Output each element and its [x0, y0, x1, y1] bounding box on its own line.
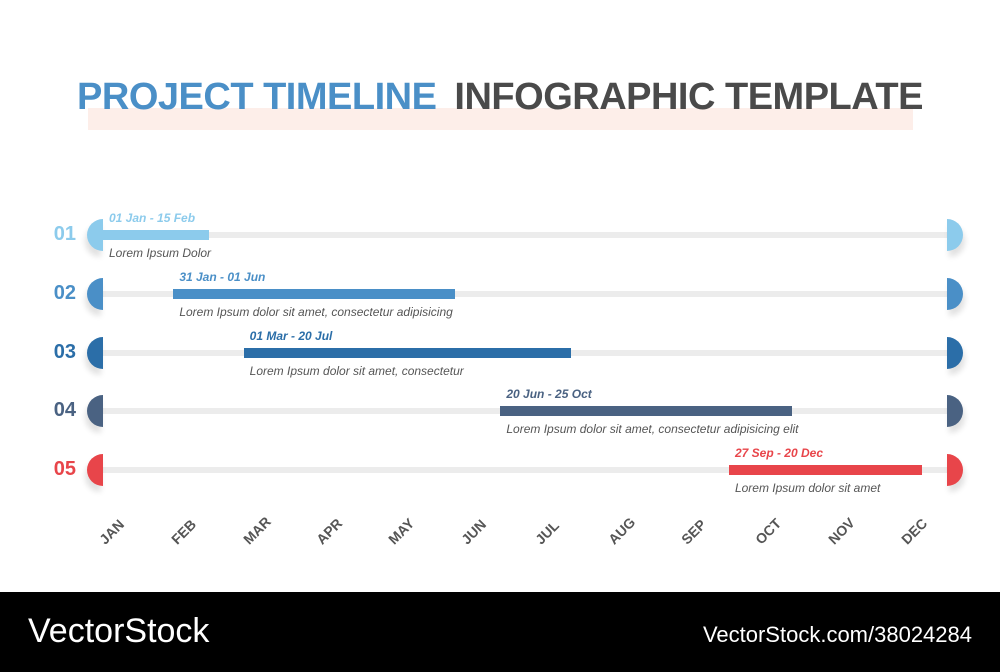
- row-track: [103, 467, 947, 473]
- month-label: APR: [313, 515, 346, 548]
- row-start-cap: [87, 395, 103, 427]
- row-track: [103, 291, 947, 297]
- month-label: AUG: [605, 513, 639, 548]
- row-number: 04: [53, 399, 76, 421]
- month-label: NOV: [825, 514, 858, 548]
- task-description: Lorem Ipsum dolor sit amet: [734, 481, 881, 495]
- task-bar: [173, 289, 455, 299]
- row-number: 05: [53, 458, 76, 480]
- title-highlight-band: [88, 108, 913, 130]
- task-dates: 20 Jun - 25 Oct: [506, 387, 592, 401]
- month-label: JUN: [458, 516, 490, 548]
- title-part-1: PROJECT TIMELINE: [77, 76, 437, 118]
- row-end-cap: [947, 395, 963, 427]
- row-start-cap: [87, 337, 103, 369]
- month-label: DEC: [898, 515, 931, 548]
- task-bar: [500, 406, 793, 416]
- task-bar: [103, 230, 209, 240]
- row-end-cap: [947, 219, 963, 251]
- row-start-cap: [87, 454, 103, 486]
- footer-bar: VectorStock VectorStock.com/38024284: [0, 592, 1000, 672]
- row-end-cap: [947, 337, 963, 369]
- task-bar: [728, 465, 923, 475]
- row-number: 02: [53, 282, 76, 304]
- page-title: PROJECT TIMELINE INFOGRAPHIC TEMPLATE: [0, 76, 1000, 119]
- task-bar: [243, 348, 571, 358]
- month-label: FEB: [168, 516, 200, 548]
- task-dates: 31 Jan - 01 Jun: [179, 270, 266, 284]
- title-part-2: INFOGRAPHIC TEMPLATE: [454, 76, 923, 118]
- task-description: Lorem Ipsum dolor sit amet, consectetur: [249, 364, 464, 378]
- row-track: [103, 232, 947, 238]
- month-label: OCT: [752, 515, 785, 548]
- task-description: Lorem Ipsum dolor sit amet, consectetur …: [506, 422, 799, 436]
- row-number: 01: [53, 223, 76, 245]
- row-start-cap: [87, 278, 103, 310]
- task-dates: 01 Jan - 15 Feb: [109, 211, 196, 225]
- task-dates: 01 Mar - 20 Jul: [249, 329, 333, 343]
- month-label: JUL: [532, 517, 563, 548]
- footer-logo: VectorStock: [28, 612, 210, 650]
- row-start-cap: [87, 219, 103, 251]
- task-description: Lorem Ipsum dolor sit amet, consectetur …: [179, 305, 453, 319]
- row-number: 03: [53, 341, 76, 363]
- month-label: MAY: [385, 514, 418, 548]
- row-end-cap: [947, 278, 963, 310]
- month-label: SEP: [678, 516, 710, 548]
- row-end-cap: [947, 454, 963, 486]
- task-dates: 27 Sep - 20 Dec: [734, 446, 824, 460]
- month-label: JAN: [96, 516, 128, 548]
- task-description: Lorem Ipsum Dolor: [109, 246, 212, 260]
- month-label: MAR: [240, 513, 274, 548]
- footer-url: VectorStock.com/38024284: [702, 622, 972, 647]
